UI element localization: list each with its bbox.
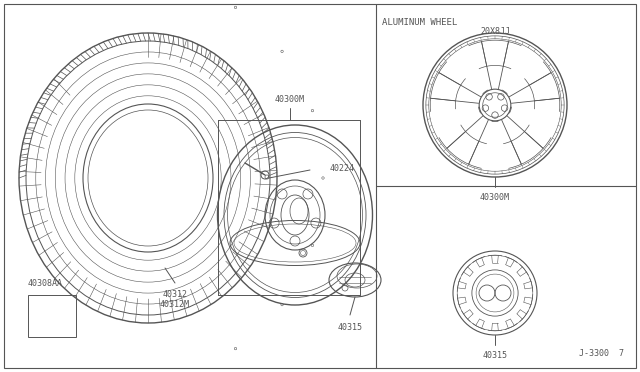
Text: 20X8JJ: 20X8JJ: [480, 27, 510, 36]
Text: 40315: 40315: [337, 323, 362, 332]
Text: 40312: 40312: [163, 290, 188, 299]
Text: 40312M: 40312M: [160, 300, 190, 309]
Text: 40308AA: 40308AA: [28, 279, 63, 288]
Text: 40224: 40224: [330, 164, 355, 173]
Text: ALUMINUM WHEEL: ALUMINUM WHEEL: [382, 18, 457, 27]
Text: 40315: 40315: [483, 351, 508, 360]
Bar: [28, 295, 76, 337]
Text: J-3300  7: J-3300 7: [579, 349, 624, 358]
Text: 40300M: 40300M: [275, 95, 305, 104]
Text: 40300M: 40300M: [480, 193, 510, 202]
